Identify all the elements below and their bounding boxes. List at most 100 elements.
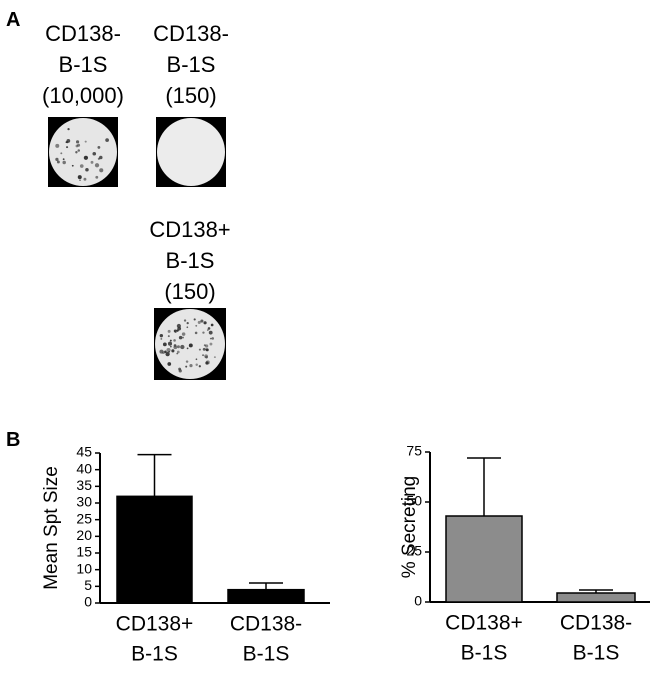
spot — [182, 336, 185, 339]
spot — [186, 347, 189, 350]
well-caption: CD138- — [153, 21, 229, 46]
well-caption: (150) — [164, 279, 215, 304]
panel-label: B — [6, 429, 20, 451]
spot — [84, 140, 87, 143]
bar — [556, 592, 636, 603]
spot — [167, 329, 171, 333]
spot — [169, 339, 172, 342]
x-tick-label: B-1S — [131, 643, 178, 666]
error-bar — [137, 453, 172, 497]
spot — [176, 345, 180, 349]
spot — [177, 326, 182, 331]
well — [49, 118, 117, 186]
spot — [208, 330, 213, 335]
y-tick-label: 0 — [414, 593, 422, 609]
well-caption: CD138+ — [149, 217, 230, 242]
spot — [165, 351, 170, 357]
y-axis-title: % Secreting — [399, 476, 420, 578]
spot — [95, 175, 99, 179]
well-caption: B-1S — [166, 248, 215, 273]
y-tick-label: 0 — [84, 594, 92, 610]
spot — [198, 348, 201, 351]
spot — [167, 341, 173, 346]
well-caption: CD138- — [45, 21, 121, 46]
spot — [162, 351, 165, 355]
y-tick-label: 25 — [76, 510, 92, 526]
x-tick-label: B-1S — [573, 642, 620, 665]
spot — [55, 143, 60, 148]
spot — [77, 149, 81, 152]
error-bar — [467, 457, 501, 516]
spot — [211, 337, 215, 340]
spot — [181, 332, 186, 336]
y-axis-title: Mean Spt Size — [41, 466, 62, 590]
spot — [210, 323, 214, 327]
spot — [160, 337, 163, 340]
y-tick-label: 50 — [406, 493, 422, 509]
spot — [186, 321, 189, 325]
spot — [71, 164, 74, 167]
spot — [75, 140, 80, 144]
spot — [90, 160, 94, 164]
spot — [205, 348, 209, 351]
spot — [65, 141, 68, 144]
spot — [176, 352, 179, 355]
spot — [202, 354, 204, 357]
spot — [84, 155, 87, 158]
y-tick-label: 40 — [76, 460, 92, 476]
bar — [445, 515, 523, 603]
spot — [162, 342, 167, 347]
spot — [66, 139, 71, 143]
spot — [97, 145, 101, 149]
spot — [178, 367, 182, 371]
spot — [176, 350, 180, 354]
spot — [178, 335, 183, 340]
spot — [171, 349, 175, 353]
spot — [167, 335, 170, 338]
spot — [209, 337, 212, 340]
wells: CD138- B-1S (10,000) CD138- B-1S (150) CD138+ B… — [42, 21, 231, 380]
spot — [198, 365, 201, 368]
spot — [173, 329, 177, 333]
x-tick-label: CD138+ — [445, 612, 523, 635]
y-tick-label: 15 — [76, 544, 92, 560]
spot — [203, 321, 207, 325]
y-tick-label: 5 — [84, 577, 92, 593]
spot — [193, 318, 196, 321]
spot — [197, 320, 201, 324]
spot — [176, 329, 179, 332]
spot — [168, 350, 170, 353]
spot — [209, 342, 213, 346]
spot — [66, 146, 69, 149]
spot — [75, 144, 79, 148]
spot — [206, 329, 209, 331]
bar — [116, 495, 193, 604]
spot — [67, 128, 70, 131]
spot — [203, 344, 206, 347]
spot — [105, 138, 109, 142]
spot — [55, 157, 59, 161]
spot — [79, 179, 81, 182]
spot — [188, 343, 193, 348]
spot — [173, 339, 176, 342]
spot — [94, 163, 100, 168]
spot — [99, 168, 104, 173]
x-tick-label: CD138- — [560, 612, 632, 635]
x-tick-label: B-1S — [461, 642, 508, 665]
well-caption: (10,000) — [42, 83, 124, 108]
spot — [194, 331, 198, 335]
spot — [92, 151, 97, 156]
spot — [183, 319, 187, 322]
y-tick-label: 30 — [76, 494, 92, 510]
y-tick-label: 45 — [76, 444, 92, 460]
x-tick-label: B-1S — [243, 643, 290, 666]
y-tick-label: 25 — [406, 543, 422, 559]
spot — [75, 151, 78, 154]
well-caption: (150) — [165, 83, 216, 108]
spot — [77, 175, 82, 180]
spot — [207, 327, 211, 330]
spot — [185, 365, 188, 368]
spot — [202, 331, 205, 334]
panel-label: A — [6, 9, 20, 31]
